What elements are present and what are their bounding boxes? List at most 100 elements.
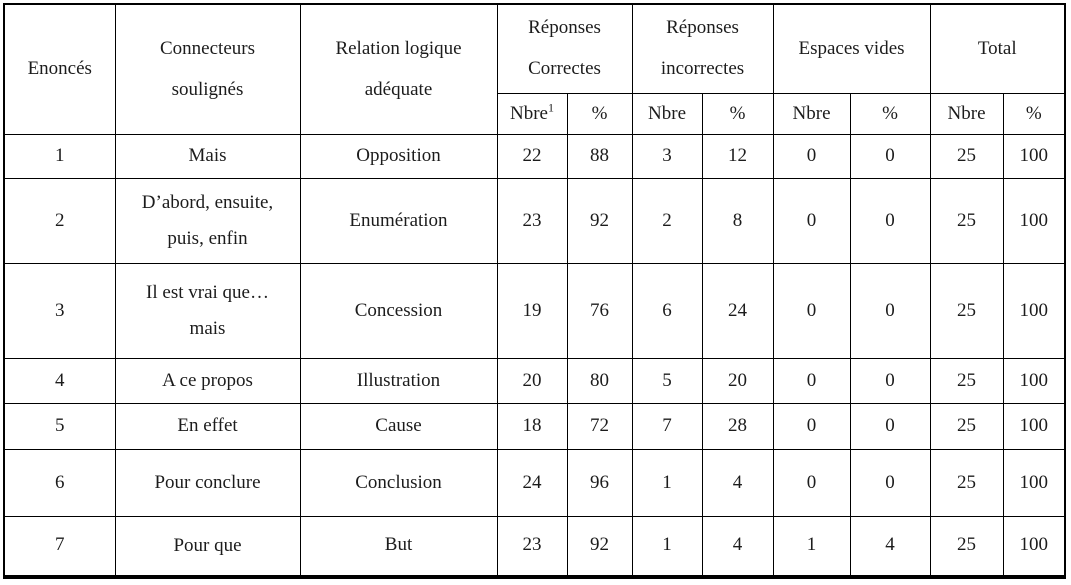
value-cell: 92 — [566, 178, 633, 264]
value-cell: 25 — [929, 449, 1004, 517]
subheader-nbre-total-cell: Nbre — [929, 93, 1004, 135]
subheader-nbre-vides-cell: Nbre — [772, 93, 851, 135]
subheader-pct-incorrectes-cell: % — [701, 93, 774, 135]
header-sub-row: Nbre1 % Nbre % Nbre % Nbre % — [4, 93, 1066, 135]
header-group-espaces-vides: Espaces vides — [772, 3, 931, 94]
row-number-cell: 1 — [3, 134, 116, 179]
value-cell: 0 — [849, 178, 931, 264]
value-cell: 25 — [929, 358, 1004, 404]
value-cell: 25 — [929, 178, 1004, 264]
value-cell: 20 — [496, 358, 568, 404]
value-cell: 100 — [1002, 403, 1066, 450]
value-cell: 4 — [701, 516, 774, 577]
row-number-cell: 5 — [3, 403, 116, 450]
header-enonces-cell: Enoncés — [3, 3, 116, 135]
footnote-marker: 1 — [547, 100, 554, 115]
value-cell: 25 — [929, 403, 1004, 450]
value-cell: 80 — [566, 358, 633, 404]
value-cell: 2 — [631, 178, 703, 264]
table-row: 7 Pour que But 23 92 1 4 1 4 25 100 — [3, 516, 1066, 577]
relation-cell: Illustration — [299, 358, 498, 404]
table-body: 1 Mais Opposition 22 88 3 12 0 0 25 100 2 D’abord, e… — [3, 134, 1066, 577]
header-group-reponses-correctes: Réponses Correctes — [496, 3, 633, 94]
subheader-pct-total-cell: % — [1002, 93, 1066, 135]
value-cell: 5 — [631, 358, 703, 404]
value-cell: 0 — [772, 134, 851, 179]
header-group-total: Total — [929, 3, 1066, 94]
connector-cell: Pour conclure — [114, 449, 301, 517]
value-cell: 6 — [631, 263, 703, 359]
value-cell: 0 — [849, 263, 931, 359]
value-cell: 7 — [631, 403, 703, 450]
subheader-nbre-label: Nbre — [510, 103, 548, 124]
value-cell: 3 — [631, 134, 703, 179]
value-cell: 4 — [849, 516, 931, 577]
connector-cell: En effet — [114, 403, 301, 450]
value-cell: 4 — [701, 449, 774, 517]
row-number-cell: 6 — [3, 449, 116, 517]
relation-cell: Opposition — [299, 134, 498, 179]
header-relation-cell: Relation logique adéquate — [299, 3, 498, 135]
relation-cell: But — [299, 516, 498, 577]
connector-cell: Il est vrai que… mais — [114, 263, 301, 359]
connector-cell: A ce propos — [114, 358, 301, 404]
value-cell: 1 — [631, 516, 703, 577]
value-cell: 0 — [772, 178, 851, 264]
value-cell: 24 — [496, 449, 568, 517]
value-cell: 1 — [772, 516, 851, 577]
value-cell: 0 — [772, 449, 851, 517]
value-cell: 100 — [1002, 358, 1066, 404]
value-cell: 18 — [496, 403, 568, 450]
value-cell: 0 — [849, 134, 931, 179]
row-number-cell: 2 — [3, 178, 116, 264]
value-cell: 1 — [631, 449, 703, 517]
value-cell: 100 — [1002, 134, 1066, 179]
value-cell: 100 — [1002, 516, 1066, 577]
value-cell: 72 — [566, 403, 633, 450]
value-cell: 96 — [566, 449, 633, 517]
value-cell: 0 — [772, 263, 851, 359]
value-cell: 0 — [772, 403, 851, 450]
table-row: 6 Pour conclure Conclusion 24 96 1 4 0 0 25 100 — [3, 449, 1066, 517]
value-cell: 25 — [929, 516, 1004, 577]
value-cell: 28 — [701, 403, 774, 450]
value-cell: 24 — [701, 263, 774, 359]
value-cell: 88 — [566, 134, 633, 179]
relation-cell: Cause — [299, 403, 498, 450]
connector-cell: D’abord, ensuite, puis, enfin — [114, 178, 301, 264]
subheader-pct-vides-cell: % — [849, 93, 931, 135]
subheader-nbre-correctes-cell: Nbre1 — [496, 93, 568, 135]
row-number-cell: 4 — [3, 358, 116, 404]
connector-cell: Pour que — [114, 516, 301, 577]
relation-cell: Concession — [299, 263, 498, 359]
value-cell: 76 — [566, 263, 633, 359]
value-cell: 0 — [849, 403, 931, 450]
table-row: 5 En effet Cause 18 72 7 28 0 0 25 100 — [3, 403, 1066, 450]
value-cell: 100 — [1002, 263, 1066, 359]
value-cell: 8 — [701, 178, 774, 264]
relation-cell: Enumération — [299, 178, 498, 264]
subheader-pct-correctes-cell: % — [566, 93, 633, 135]
value-cell: 22 — [496, 134, 568, 179]
subheader-nbre-incorrectes-cell: Nbre — [631, 93, 703, 135]
value-cell: 0 — [849, 449, 931, 517]
value-cell: 0 — [849, 358, 931, 404]
table-row: 1 Mais Opposition 22 88 3 12 0 0 25 100 — [3, 134, 1066, 179]
value-cell: 92 — [566, 516, 633, 577]
value-cell: 100 — [1002, 449, 1066, 517]
header-group-reponses-incorrectes: Réponses incorrectes — [631, 3, 774, 94]
value-cell: 25 — [929, 263, 1004, 359]
row-number-cell: 3 — [3, 263, 116, 359]
relation-cell: Conclusion — [299, 449, 498, 517]
value-cell: 23 — [496, 516, 568, 577]
value-cell: 12 — [701, 134, 774, 179]
table-row: 2 D’abord, ensuite, puis, enfin Enumératio… — [3, 178, 1066, 264]
value-cell: 100 — [1002, 178, 1066, 264]
header-group-row: Enoncés Connecteurs soulignés Relation l… — [3, 3, 1066, 135]
row-number-cell: 7 — [3, 516, 116, 577]
value-cell: 23 — [496, 178, 568, 264]
connector-cell: Mais — [114, 134, 301, 179]
results-table: Enoncés Connecteurs soulignés Relation l… — [3, 3, 1067, 579]
